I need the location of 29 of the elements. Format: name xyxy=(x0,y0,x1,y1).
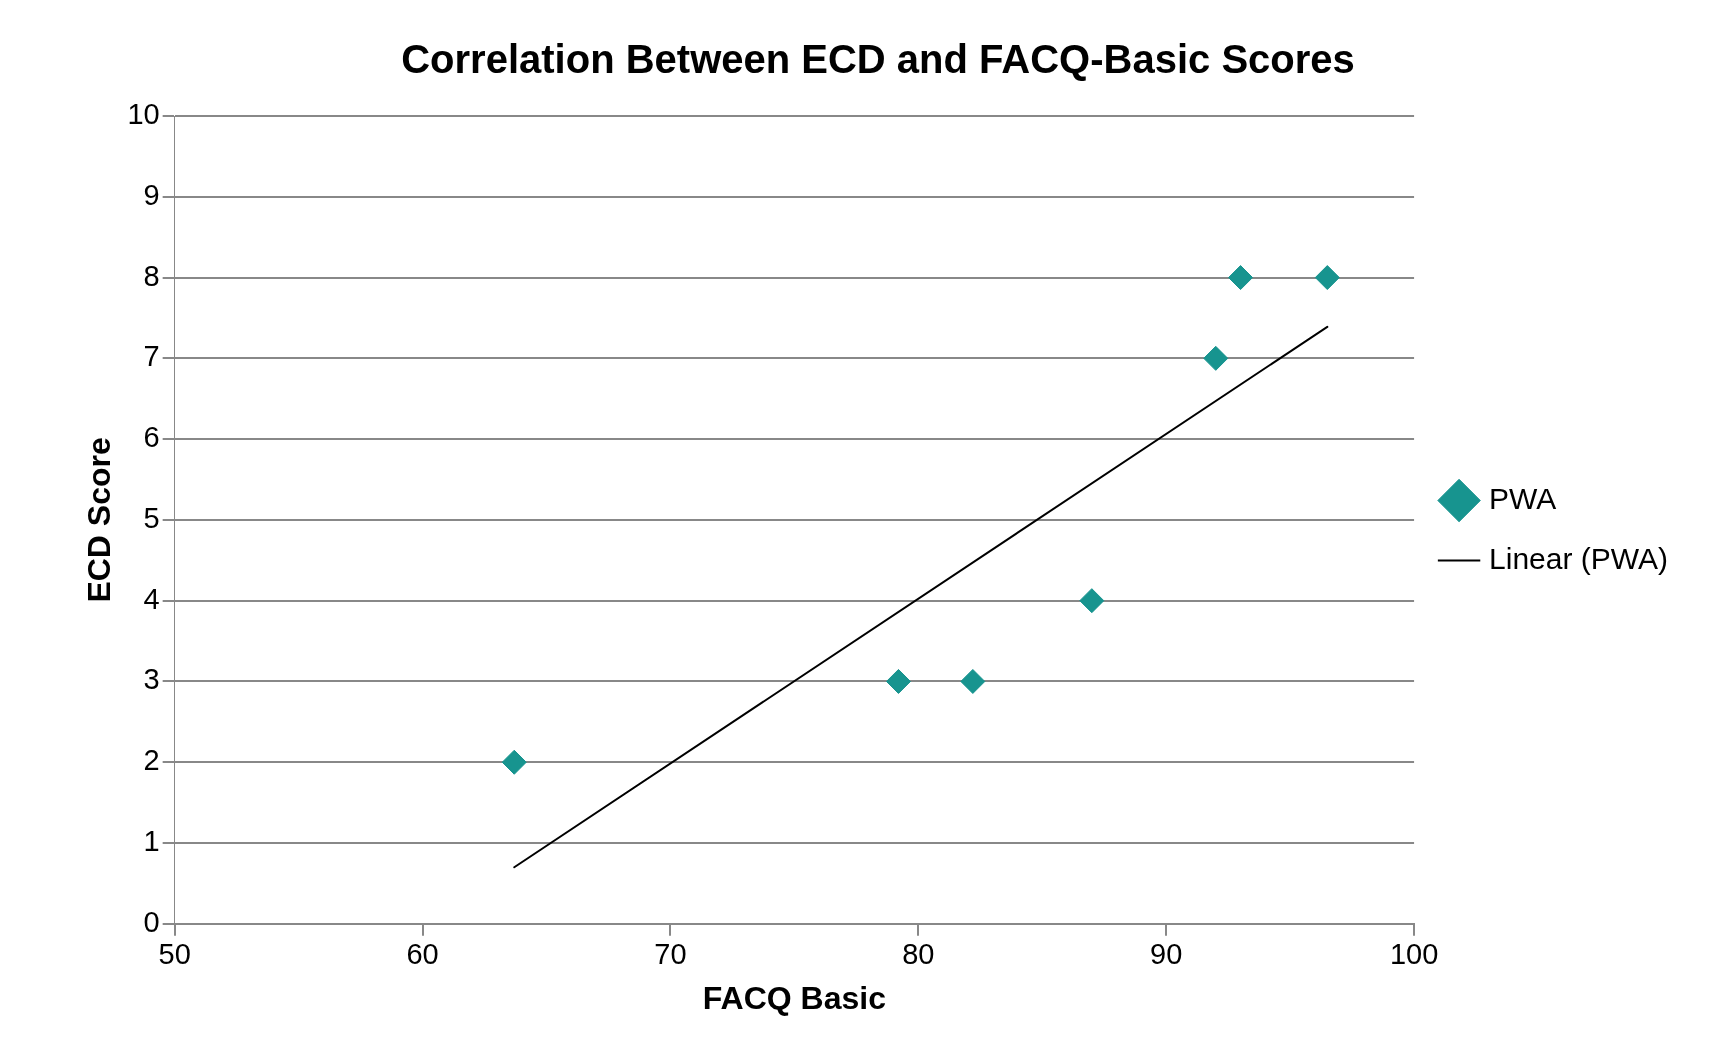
point xyxy=(1079,588,1105,614)
y-tick-label: 2 xyxy=(143,744,160,777)
point xyxy=(1203,345,1229,371)
point xyxy=(501,749,527,775)
legend-label: Linear (PWA) xyxy=(1489,541,1669,575)
y-tick-label: 8 xyxy=(143,259,160,292)
y-axis-title: ECD Score xyxy=(81,437,118,603)
legend-label: PWA xyxy=(1489,481,1557,515)
x-tick-label: 70 xyxy=(654,938,687,971)
point xyxy=(1314,265,1340,291)
y-tick-label: 7 xyxy=(143,340,160,373)
x-tick-label: 90 xyxy=(1150,938,1183,971)
chart-title: Correlation Between ECD and FACQ-Basic Scores xyxy=(401,37,1355,82)
x-tick-label: 60 xyxy=(406,938,439,971)
x-tick-label: 80 xyxy=(902,938,935,971)
x-axis-title: FACQ Basic xyxy=(702,979,886,1016)
point xyxy=(885,668,911,694)
x-tick-label: 100 xyxy=(1389,938,1439,971)
y-tick-label: 10 xyxy=(127,98,160,130)
y-tick-label: 1 xyxy=(143,825,160,858)
x-tick-label: 50 xyxy=(158,938,191,971)
point xyxy=(960,668,986,694)
y-tick-label: 4 xyxy=(143,582,160,615)
y-tick-label: 5 xyxy=(143,501,160,534)
y-tick-label: 3 xyxy=(143,663,160,696)
y-tick-label: 6 xyxy=(143,421,160,454)
point xyxy=(1228,265,1254,291)
y-tick-label: 9 xyxy=(143,178,160,211)
y-tick-label: 0 xyxy=(143,905,160,938)
